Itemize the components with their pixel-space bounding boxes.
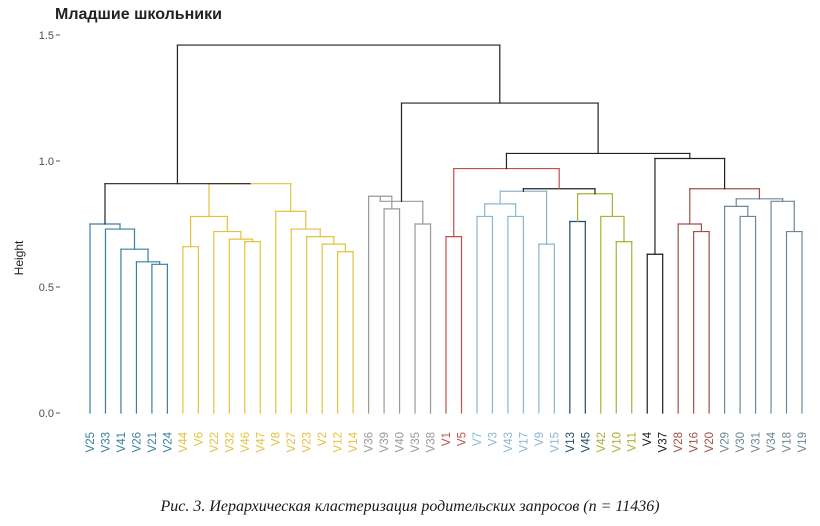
leaf-label: V6 xyxy=(193,432,205,446)
leaf-label: V34 xyxy=(766,431,778,452)
leaf-label: V7 xyxy=(472,432,484,446)
y-tick-label: 1.5 xyxy=(39,30,54,42)
leaf-label: V40 xyxy=(395,432,407,452)
leaf-label: V10 xyxy=(611,432,623,452)
leaf-label: V4 xyxy=(642,431,654,446)
leaf-label: V37 xyxy=(658,432,670,452)
leaf-label: V21 xyxy=(147,432,159,452)
leaf-label: V1 xyxy=(441,432,453,446)
leaf-label: V26 xyxy=(131,432,143,452)
leaf-label: V25 xyxy=(85,432,97,452)
leaf-label: V45 xyxy=(580,432,592,452)
leaf-label: V47 xyxy=(255,432,267,452)
leaf-label: V31 xyxy=(751,432,763,452)
leaf-label: V46 xyxy=(240,432,252,452)
leaf-label: V12 xyxy=(333,432,345,452)
leaf-label: V11 xyxy=(627,432,639,452)
leaf-label: V35 xyxy=(410,432,422,452)
leaf-label: V13 xyxy=(565,432,577,452)
leaf-label: V16 xyxy=(689,432,701,452)
leaf-label: V24 xyxy=(162,431,174,452)
leaf-label: V19 xyxy=(797,432,809,452)
leaf-label: V15 xyxy=(549,432,561,452)
leaf-label: V33 xyxy=(100,432,112,452)
leaf-labels: V25 V33 V41 V26 V21 V24 V44 V6 V22 V32 V46 V47 V8 V27… xyxy=(85,431,809,452)
leaf-label: V17 xyxy=(518,432,530,452)
leaf-label: V23 xyxy=(302,432,314,452)
leaf-label: V29 xyxy=(720,432,732,452)
leaf-label: V28 xyxy=(673,432,685,452)
leaf-label: V8 xyxy=(271,432,283,446)
dendrogram-links xyxy=(89,44,803,414)
leaf-label: V9 xyxy=(534,432,546,446)
leaf-label: V32 xyxy=(224,432,236,452)
y-tick-label: 0.5 xyxy=(39,282,54,294)
y-axis: 0.0 0.5 1.0 1.5 xyxy=(39,30,60,420)
leaf-label: V5 xyxy=(456,432,468,446)
leaf-label: V3 xyxy=(487,432,499,446)
y-tick-label: 1.0 xyxy=(39,156,54,168)
leaf-label: V41 xyxy=(116,432,128,452)
leaf-label: V22 xyxy=(209,432,221,452)
leaf-label: V39 xyxy=(379,432,391,452)
leaf-label: V30 xyxy=(735,432,747,452)
leaf-label: V36 xyxy=(364,432,376,452)
leaf-label: V38 xyxy=(426,432,438,452)
figure-caption: Рис. 3. Иерархическая кластеризация роди… xyxy=(160,498,660,515)
dendrogram-chart: Младшие школьники Height 0.0 0.5 1.0 1.5 V2… xyxy=(12,6,809,452)
leaf-label: V44 xyxy=(178,431,190,452)
leaf-label: V20 xyxy=(704,432,716,452)
y-axis-label: Height xyxy=(12,240,26,275)
leaf-label: V2 xyxy=(317,432,329,446)
leaf-label: V42 xyxy=(596,432,608,452)
chart-title: Младшие школьники xyxy=(55,6,222,23)
leaf-label: V27 xyxy=(286,432,298,452)
leaf-label: V18 xyxy=(782,432,794,452)
y-tick-label: 0.0 xyxy=(39,408,54,420)
leaf-label: V43 xyxy=(503,432,515,452)
leaf-label: V14 xyxy=(348,431,360,452)
